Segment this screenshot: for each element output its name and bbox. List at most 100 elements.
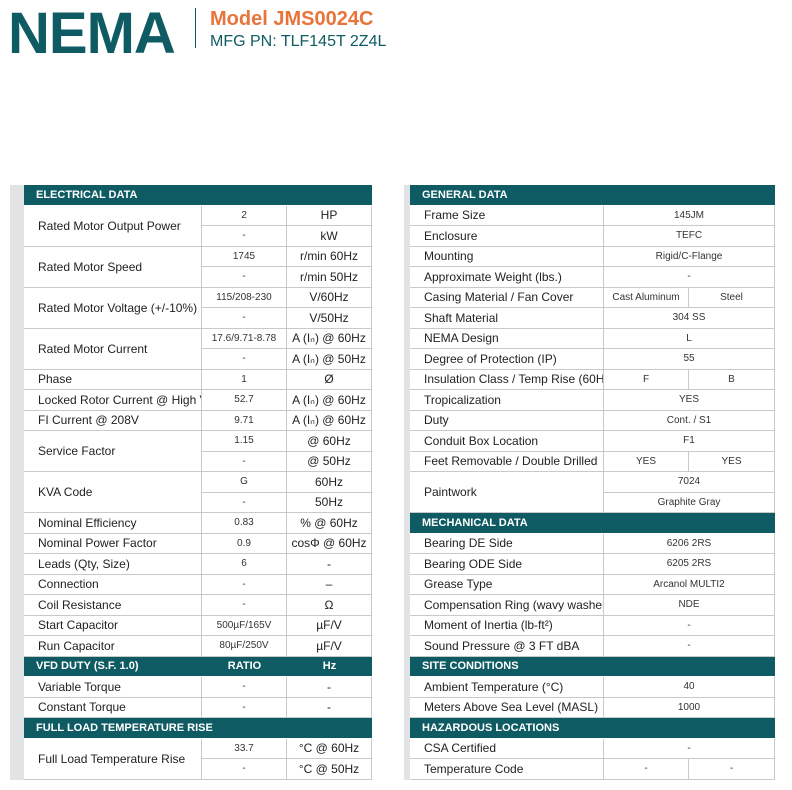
section-title: SITE CONDITIONS	[410, 656, 775, 677]
value: -	[202, 226, 287, 247]
value: Rigid/C-Flange	[604, 246, 775, 267]
row-label: Rated Motor Speed	[24, 246, 202, 288]
row-label: Bearing DE Side	[410, 533, 604, 554]
column-title: Hz	[287, 656, 372, 677]
value: 0.83	[202, 513, 287, 534]
unit: % @ 60Hz	[287, 513, 372, 534]
value: 6206 2RS	[604, 533, 775, 554]
value: -	[202, 595, 287, 616]
value: Graphite Gray	[604, 492, 775, 513]
row-label: Compensation Ring (wavy washer)	[410, 595, 604, 616]
section-title: HAZARDOUS LOCATIONS	[410, 718, 775, 739]
value: G	[202, 472, 287, 493]
unit: Steel	[689, 287, 775, 308]
row-label: FI Current @ 208V	[24, 410, 202, 431]
unit: 50Hz	[287, 492, 372, 513]
value: F	[604, 369, 689, 390]
unit: Ø	[287, 369, 372, 390]
row-label: Ambient Temperature (°C)	[410, 677, 604, 698]
unit: Ω	[287, 595, 372, 616]
unit: V/60Hz	[287, 287, 372, 308]
section-title: ELECTRICAL DATA	[24, 185, 372, 206]
value: Arcanol MULTI2	[604, 574, 775, 595]
value: 115/208-230	[202, 287, 287, 308]
mfg-pn: MFG PN: TLF145T 2Z4L	[210, 33, 387, 50]
unit: -	[287, 677, 372, 698]
row-label: Leads (Qty, Size)	[24, 554, 202, 575]
row-label: Shaft Material	[410, 308, 604, 329]
unit: HP	[287, 205, 372, 226]
unit: -	[287, 697, 372, 718]
value: 80µF/250V	[202, 636, 287, 657]
value: -	[202, 574, 287, 595]
model: Model JMS0024C	[210, 8, 374, 30]
value: YES	[604, 451, 689, 472]
value: 55	[604, 349, 775, 370]
value: 1	[202, 369, 287, 390]
row-label: Start Capacitor	[24, 615, 202, 636]
row-label: Connection	[24, 574, 202, 595]
value: 40	[604, 677, 775, 698]
unit: @ 50Hz	[287, 451, 372, 472]
value: -	[202, 492, 287, 513]
row-label: Rated Motor Current	[24, 328, 202, 370]
unit: A (Iₙ) @ 50Hz	[287, 349, 372, 370]
side-strip	[404, 185, 410, 780]
row-label: Meters Above Sea Level (MASL)	[410, 697, 604, 718]
row-label: Constant Torque	[24, 697, 202, 718]
value: L	[604, 328, 775, 349]
row-label: CSA Certified	[410, 738, 604, 759]
value: -	[202, 451, 287, 472]
row-label: Service Factor	[24, 431, 202, 472]
value: 0.9	[202, 533, 287, 554]
value: -	[202, 308, 287, 329]
value: Cont. / S1	[604, 410, 775, 431]
row-label: Locked Rotor Current @ High Voltage	[24, 390, 202, 411]
divider	[195, 8, 196, 48]
row-label: Temperature Code	[410, 759, 604, 780]
row-label: Rated Motor Output Power	[24, 205, 202, 247]
value: 500µF/165V	[202, 615, 287, 636]
row-label: Nominal Power Factor	[24, 533, 202, 554]
row-label: Frame Size	[410, 205, 604, 226]
value: Cast Aluminum	[604, 287, 689, 308]
value: 1745	[202, 246, 287, 267]
value: 52.7	[202, 390, 287, 411]
row-label: Full Load Temperature Rise	[24, 738, 202, 780]
unit: –	[287, 574, 372, 595]
unit: A (Iₙ) @ 60Hz	[287, 328, 372, 349]
section-title: GENERAL DATA	[410, 185, 775, 206]
unit: kW	[287, 226, 372, 247]
unit: µF/V	[287, 636, 372, 657]
value: -	[202, 677, 287, 698]
section-title: VFD DUTY (S.F. 1.0)	[24, 656, 202, 677]
value: 9.71	[202, 410, 287, 431]
value: 7024	[604, 472, 775, 493]
value: YES	[604, 390, 775, 411]
value: F1	[604, 431, 775, 452]
unit: cosΦ @ 60Hz	[287, 533, 372, 554]
value: 1000	[604, 697, 775, 718]
value: 6	[202, 554, 287, 575]
value: TEFC	[604, 226, 775, 247]
value: -	[202, 349, 287, 370]
side-strip	[10, 185, 24, 780]
value: 33.7	[202, 738, 287, 759]
row-label: Casing Material / Fan Cover	[410, 287, 604, 308]
row-label: Conduit Box Location	[410, 431, 604, 452]
row-label: Grease Type	[410, 574, 604, 595]
row-label: Moment of Inertia (lb-ft²)	[410, 615, 604, 636]
section-title: MECHANICAL DATA	[410, 513, 775, 534]
row-label: Sound Pressure @ 3 FT dBA	[410, 636, 604, 657]
unit: V/50Hz	[287, 308, 372, 329]
unit: @ 60Hz	[287, 431, 372, 452]
unit: A (Iₙ) @ 60Hz	[287, 390, 372, 411]
row-label: Enclosure	[410, 226, 604, 247]
column-title: RATIO	[202, 656, 287, 677]
value: 1.15	[202, 431, 287, 452]
unit: r/min 50Hz	[287, 267, 372, 288]
row-label: Feet Removable / Double Drilled	[410, 451, 604, 472]
row-label: Insulation Class / Temp Rise (60Hz)	[410, 369, 604, 390]
value: 6205 2RS	[604, 554, 775, 575]
